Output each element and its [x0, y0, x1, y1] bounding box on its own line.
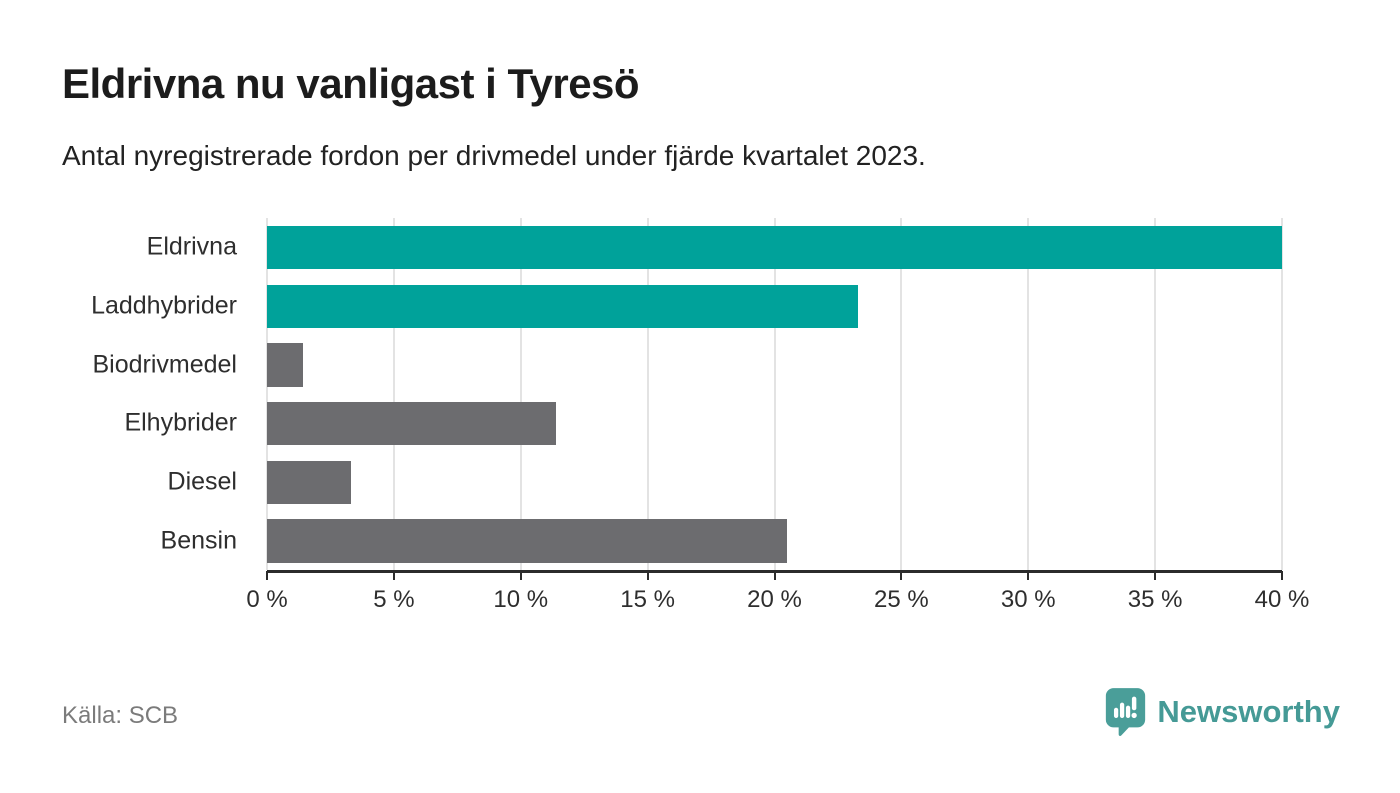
x-axis-tick: [266, 571, 268, 580]
x-axis-tick: [900, 571, 903, 580]
x-axis-tick-label: 20 %: [747, 586, 802, 613]
x-axis-tick-label: 35 %: [1127, 586, 1183, 613]
x-axis-tick-label: 30 %: [1000, 586, 1056, 613]
publisher-logo: Newsworthy: [1105, 687, 1340, 737]
category-label: Eldrivna: [146, 232, 237, 261]
chart-title: Eldrivna nu vanligast i Tyresö: [62, 60, 640, 107]
gridline: [900, 218, 903, 570]
chart-bar: [267, 343, 303, 387]
gridline: [1027, 218, 1030, 570]
x-axis-tick: [1281, 571, 1283, 580]
category-label: Diesel: [167, 467, 237, 496]
x-axis-tick: [519, 571, 522, 580]
gridline: [266, 218, 268, 570]
x-axis-tick-label: 10 %: [493, 586, 549, 613]
chart-bar: [267, 519, 788, 563]
x-axis-tick: [1154, 571, 1157, 580]
gridline: [773, 218, 776, 570]
gridline: [646, 218, 649, 570]
x-axis-tick-label: 25 %: [874, 586, 929, 613]
category-labels: Eldrivna Laddhybrider Biodrivmedel Elhybrid…: [40, 218, 252, 570]
x-axis-tick: [392, 571, 395, 580]
newsworthy-pin-icon: [1105, 687, 1146, 737]
category-label: Biodrivmedel: [92, 350, 237, 379]
x-axis-tick-label: 0 %: [246, 586, 288, 613]
x-axis-tick-label: 40 %: [1254, 586, 1310, 613]
category-label: Bensin: [160, 526, 237, 555]
x-axis-tick: [773, 571, 776, 580]
gridline: [519, 218, 522, 570]
source-text: Källa: SCB: [62, 702, 179, 729]
x-axis: 0 % 5 % 10 % 15 % 20 % 25 % 30 % 35 % 40 %: [246, 571, 1309, 631]
chart-bar: [267, 401, 557, 446]
plot-area: [266, 218, 1283, 573]
gridline: [392, 218, 395, 570]
x-axis-tick: [1027, 571, 1030, 580]
chart-bar: [267, 284, 859, 328]
chart-bar: [267, 460, 351, 504]
gridline: [1154, 218, 1157, 570]
category-label: Laddhybrider: [91, 291, 237, 320]
newsworthy-wordmark: Newsworthy: [1157, 694, 1340, 729]
chart-bar: [267, 225, 1282, 270]
category-label: Elhybrider: [124, 408, 237, 437]
chart-subtitle: Antal nyregistrerade fordon per drivmede…: [62, 140, 926, 171]
gridline: [1281, 218, 1283, 570]
x-axis-tick-label: 15 %: [620, 586, 675, 613]
x-axis-tick: [646, 571, 649, 580]
x-axis-tick-label: 5 %: [373, 586, 415, 613]
